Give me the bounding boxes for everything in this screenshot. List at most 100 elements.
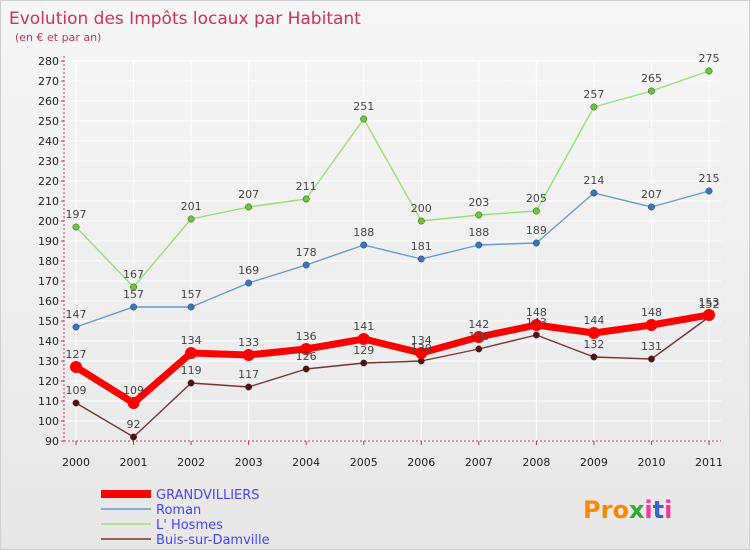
data-point-l-hosmes [302,195,310,203]
data-point-grandvilliers [530,319,543,331]
data-point-roman [130,303,137,311]
data-label-grandvilliers: 134 [411,334,432,347]
data-label-roman: 157 [181,288,202,301]
data-labels: 147 157 157 169 178 188 181 188 189 214 207 215 197 1… [66,52,720,431]
data-label-roman: 214 [583,174,604,187]
legend-label-buis-sur-damville: Buis-sur-Damville [156,533,270,548]
data-point-l-hosmes [187,215,195,223]
x-tick-label: 2011 [695,456,723,469]
data-label-buis-sur-damville: 131 [641,340,662,353]
data-label-grandvilliers: 133 [238,336,259,349]
x-tick-label: 2009 [580,456,608,469]
data-label-l-hosmes: 203 [468,196,489,209]
x-tick-label: 2007 [465,456,493,469]
data-label-roman: 181 [411,240,432,253]
series-line-grandvilliers [72,311,713,407]
data-point-buis-sur-damville [648,355,655,363]
data-point-l-hosmes [360,115,368,123]
data-label-roman: 207 [641,188,662,201]
data-point-l-hosmes [245,203,253,211]
y-tick-label: 150 [38,315,59,328]
data-point-l-hosmes [705,67,713,75]
data-point-grandvilliers [127,397,140,409]
y-tick-label: 130 [38,355,59,368]
data-point-grandvilliers [70,361,82,373]
logo-text: Proxiti [583,496,672,524]
data-label-grandvilliers: 134 [181,334,202,347]
data-point-roman [245,279,253,287]
x-tick-label: 2004 [292,456,320,469]
data-label-grandvilliers: 109 [123,384,144,397]
y-tick-label: 100 [38,415,59,428]
axes: 90 100 110 120 130 140 150 160 170 180 190 200 210 22… [38,55,723,469]
data-point-roman [590,189,598,197]
data-point-buis-sur-damville [187,379,195,387]
data-label-grandvilliers: 148 [526,306,547,319]
x-tick-label: 2005 [350,456,378,469]
data-label-l-hosmes: 201 [181,200,202,213]
data-label-roman: 215 [699,172,720,185]
data-label-l-hosmes: 205 [526,192,547,205]
data-point-l-hosmes [417,217,425,225]
data-point-buis-sur-damville [532,331,540,339]
data-label-l-hosmes: 275 [699,52,720,65]
data-label-l-hosmes: 167 [123,268,144,281]
data-point-l-hosmes [130,283,137,291]
x-tick-label: 2002 [177,456,205,469]
proxiti-logo: Proxiti [583,496,672,524]
data-point-grandvilliers [645,319,658,331]
y-tick-label: 120 [38,375,59,388]
grid [64,60,721,442]
y-tick-label: 170 [38,275,59,288]
y-tick-label: 210 [38,195,59,208]
data-label-buis-sur-damville: 92 [127,418,141,431]
data-label-grandvilliers: 148 [641,306,662,319]
data-point-buis-sur-damville [245,383,253,391]
data-point-grandvilliers [242,349,255,361]
y-tick-label: 240 [38,135,59,148]
data-point-roman [475,241,483,249]
data-label-l-hosmes: 211 [296,180,317,193]
data-label-roman: 188 [468,226,489,239]
data-point-l-hosmes [475,211,483,219]
data-point-buis-sur-damville [360,359,368,367]
y-tick-label: 90 [45,435,59,448]
legend-label-roman: Roman [156,503,201,518]
data-point-l-hosmes [590,103,598,111]
data-point-roman [72,323,80,331]
data-label-l-hosmes: 197 [66,208,87,221]
data-point-l-hosmes [532,207,540,215]
data-point-buis-sur-damville [130,433,137,441]
y-tick-label: 280 [38,55,59,68]
chart-title: Evolution des Impôts locaux par Habitant [9,9,361,29]
data-label-buis-sur-damville: 143 [526,316,547,329]
chart-subtitle: (en € et par an) [15,31,101,44]
data-label-roman: 189 [526,224,547,237]
x-tick-label: 2000 [62,456,90,469]
data-label-roman: 169 [238,264,259,277]
data-point-buis-sur-damville [475,345,483,353]
data-point-roman [187,303,195,311]
data-label-roman: 188 [353,226,374,239]
x-tick-label: 2003 [235,456,263,469]
data-label-grandvilliers: 153 [699,296,720,309]
data-point-roman [705,187,713,195]
data-point-buis-sur-damville [302,365,310,373]
data-point-grandvilliers [357,333,370,345]
data-label-buis-sur-damville: 136 [468,330,489,343]
y-tick-label: 250 [38,115,59,128]
y-tick-label: 160 [38,295,59,308]
data-point-roman [417,255,425,263]
data-label-roman: 178 [296,246,317,259]
y-tick-label: 270 [38,75,59,88]
data-point-grandvilliers [300,343,313,355]
data-label-l-hosmes: 265 [641,72,662,85]
data-point-l-hosmes [648,87,655,95]
x-tick-label: 2001 [120,456,148,469]
x-tick-label: 2006 [407,456,435,469]
y-tick-label: 190 [38,235,59,248]
data-label-buis-sur-damville: 129 [353,344,374,357]
data-label-l-hosmes: 251 [353,100,374,113]
series-line-l-hosmes [75,70,710,288]
